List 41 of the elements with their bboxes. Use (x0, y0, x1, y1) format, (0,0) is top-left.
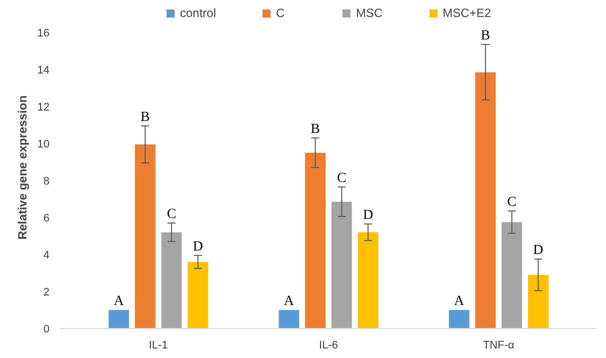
y-tick-label: 14 (37, 64, 50, 76)
legend-label: C (276, 6, 286, 20)
legend-label: control (180, 6, 216, 20)
data-label: C (507, 194, 517, 210)
bar (305, 152, 326, 328)
bar (108, 310, 129, 328)
bar (161, 232, 182, 328)
y-tick-label: 0 (43, 324, 50, 336)
data-label: B (310, 122, 320, 137)
data-label: C (166, 207, 176, 222)
x-tick-label: IL-1 (148, 340, 168, 352)
data-label: B (140, 110, 150, 125)
bar (528, 274, 548, 328)
data-label: B (480, 28, 490, 44)
y-tick-label: 2 (43, 286, 50, 298)
y-tick-label: 8 (43, 175, 50, 188)
x-tick-label: TNF-α (482, 340, 515, 352)
data-label: A (114, 294, 125, 309)
x-tick-label: IL-6 (319, 340, 338, 352)
data-label: D (192, 239, 203, 254)
bar (448, 310, 470, 328)
data-label: D (363, 208, 374, 223)
bar (502, 222, 522, 328)
data-label: A (284, 294, 295, 309)
bar (188, 262, 208, 328)
y-tick-label: 6 (43, 212, 50, 224)
y-tick-label: 10 (37, 138, 50, 150)
bar (475, 72, 496, 328)
y-tick-label: 12 (37, 101, 50, 114)
y-tick-label: 16 (37, 27, 50, 40)
y-tick-label: 4 (43, 249, 50, 262)
legend-label: MSC+E2 (442, 6, 492, 20)
data-label: D (533, 243, 544, 258)
legend-label: MSC (356, 6, 383, 20)
y-axis-title: Relative gene expression (15, 95, 30, 240)
bar (278, 310, 300, 328)
bar (331, 202, 352, 328)
data-label: C (337, 170, 346, 186)
bar (134, 144, 156, 328)
bar (358, 232, 378, 328)
data-label: A (454, 294, 466, 309)
